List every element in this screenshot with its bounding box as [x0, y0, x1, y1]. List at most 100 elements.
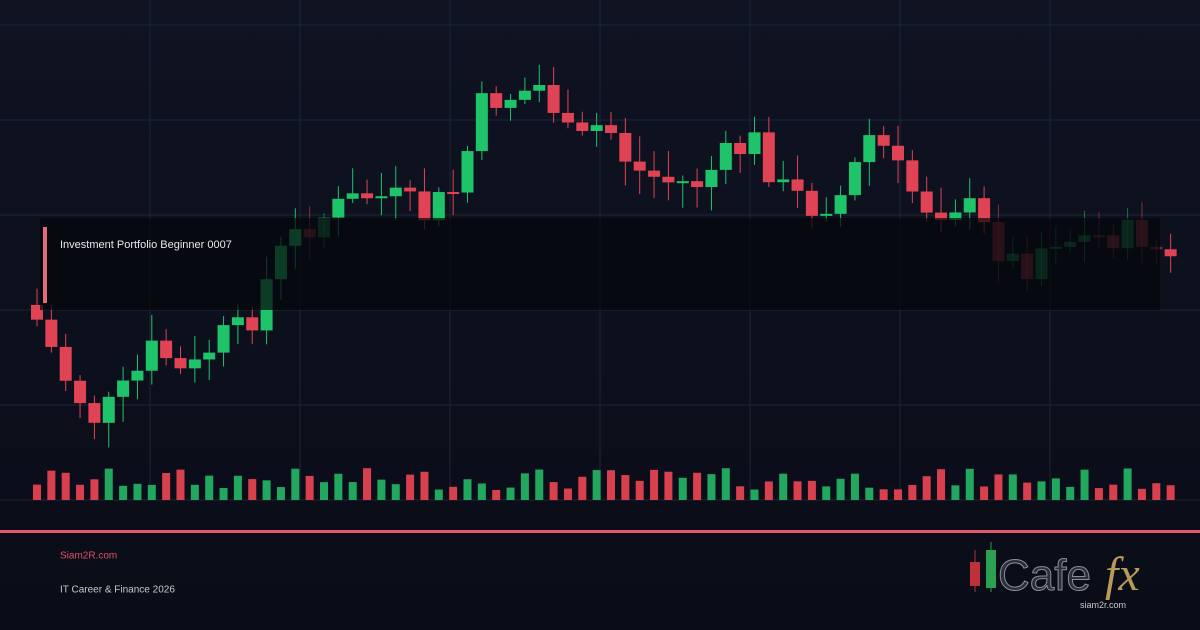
candle-body: [935, 212, 948, 221]
volume-bar: [850, 473, 859, 500]
candle-body: [547, 84, 560, 113]
volume-bar: [1023, 482, 1032, 500]
volume-bar: [664, 471, 673, 500]
volume-bar: [822, 486, 831, 500]
candle-body: [475, 93, 488, 152]
volume-bar: [894, 489, 902, 500]
candle-body: [203, 352, 216, 360]
candle-body: [59, 346, 72, 381]
volume-bar: [190, 484, 199, 500]
candle-body: [863, 135, 876, 163]
volume-bar: [951, 485, 960, 500]
volume-bar: [1066, 486, 1075, 500]
volume-bar: [391, 484, 400, 500]
volume-bar: [90, 479, 99, 500]
candle-body: [576, 122, 589, 131]
volume-bar: [449, 486, 458, 500]
candle-body: [188, 359, 201, 369]
footer-tagline: IT Career & Finance 2026: [60, 585, 175, 596]
volume-bar: [621, 475, 630, 500]
candle-body: [748, 132, 761, 155]
volume-bar: [1166, 485, 1175, 500]
candle-body: [877, 135, 890, 146]
candle-body: [820, 213, 833, 216]
candle-body: [160, 340, 173, 359]
candle-body: [705, 169, 718, 188]
logo-word: Cafe: [998, 551, 1091, 600]
volume-bar: [176, 469, 185, 500]
volume-bar: [635, 480, 644, 500]
candle-body: [963, 198, 976, 213]
candle-body: [145, 340, 158, 371]
candle-body: [45, 319, 58, 347]
volume-bar: [305, 475, 314, 500]
candle-body: [762, 132, 775, 183]
volume-bar: [592, 470, 601, 500]
volume-bar: [678, 477, 687, 500]
title: Investment Portfolio Beginner 0007: [60, 239, 232, 251]
candle-body: [461, 151, 474, 193]
volume-bar: [563, 488, 572, 500]
candle-body: [504, 99, 517, 108]
logo-accent: fx: [1105, 548, 1140, 601]
volume-bar: [1123, 468, 1132, 500]
candle-body: [920, 191, 933, 213]
candle-body: [1164, 249, 1177, 257]
volume-bar: [1080, 469, 1089, 500]
volume-bar: [104, 468, 113, 500]
volume-bar: [147, 484, 156, 500]
volume-bar: [47, 470, 56, 500]
candle-body: [619, 132, 632, 162]
volume-bar: [291, 468, 300, 500]
volume-bar: [348, 482, 357, 500]
candle-body: [346, 193, 359, 199]
candle-body: [834, 195, 847, 214]
volume-bar: [721, 468, 730, 500]
volume-bar: [764, 481, 773, 500]
logo: Cafe fx siam2r.com: [970, 542, 1140, 610]
candle-body: [978, 198, 991, 223]
candle-body: [389, 187, 402, 197]
candle-body: [174, 358, 187, 369]
volume-bar: [865, 487, 874, 500]
volume-bar: [492, 489, 501, 500]
volume-bar: [994, 474, 1003, 500]
volume-bar: [477, 483, 486, 500]
volume-bar: [520, 473, 529, 500]
title-panel: [40, 218, 1160, 310]
volume-bar: [276, 487, 285, 500]
volume-bar: [750, 489, 759, 500]
candle-body: [217, 325, 230, 353]
volume-bar: [549, 482, 558, 500]
candle-body: [633, 161, 646, 171]
volume-bar: [363, 468, 372, 500]
volume-bar: [937, 469, 946, 500]
volume-bar: [693, 472, 702, 500]
candle-body: [231, 317, 244, 326]
volume-bar: [807, 480, 816, 500]
candle-body: [518, 90, 531, 100]
volume-bar: [162, 472, 171, 500]
volume-bar: [76, 484, 85, 500]
title-accent: [43, 227, 47, 303]
volume-bar: [434, 489, 443, 500]
volume-bar: [535, 469, 544, 500]
volume-bar: [61, 472, 70, 500]
volume-bar: [1051, 478, 1060, 500]
volume-bar: [463, 479, 472, 500]
candle-body: [375, 196, 388, 199]
candle-body: [719, 142, 732, 170]
candle-body: [74, 380, 87, 404]
candle-body: [533, 84, 546, 91]
candle-body: [246, 317, 259, 331]
volume-bar: [119, 485, 128, 500]
candle-body: [131, 370, 144, 381]
volume-bar: [1094, 488, 1103, 500]
volume-bar: [707, 474, 716, 500]
candle-body: [648, 170, 661, 177]
divider: [0, 530, 1200, 533]
volume-bar: [736, 486, 745, 500]
candle-body: [561, 112, 574, 123]
volume-bar: [248, 479, 257, 500]
